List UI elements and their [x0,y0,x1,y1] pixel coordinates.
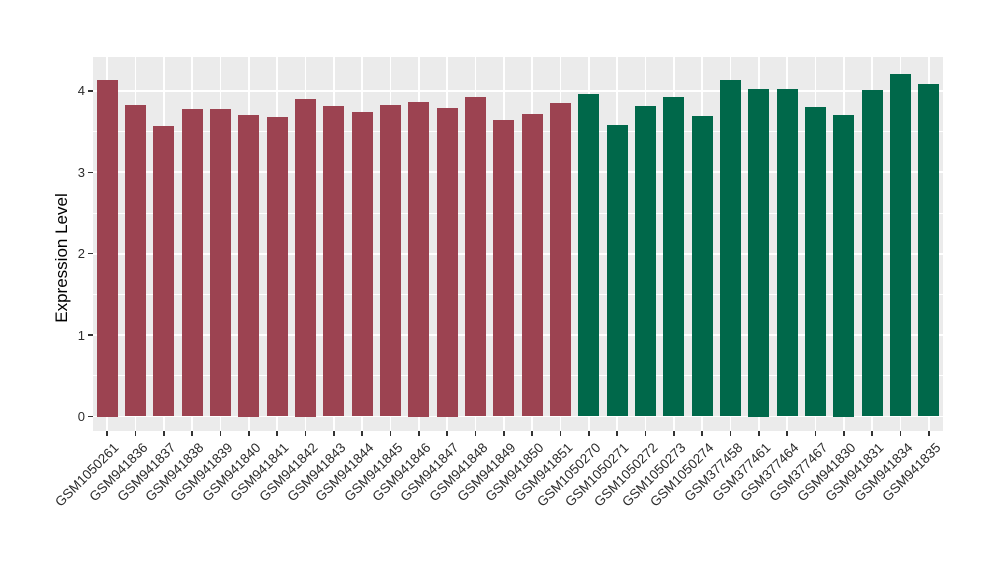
x-tick-mark [304,431,307,436]
bar-GSM1050274 [691,116,713,417]
y-tick-label: 0 [77,409,85,424]
x-tick-mark [474,431,477,436]
x-tick-mark [843,431,845,436]
bar-GSM941848 [465,97,486,417]
h-gridline-minor [93,212,943,214]
bar-GSM941839 [210,108,231,417]
bar-GSM941838 [181,108,203,417]
h-gridline-major [93,415,943,418]
bar-GSM1050271 [606,125,628,417]
bar-GSM1050270 [578,94,600,417]
bar-GSM377458 [720,80,741,417]
x-tick-mark [758,431,760,436]
h-gridline-minor [93,293,943,295]
x-tick-mark [276,431,278,436]
bar-GSM377467 [805,107,826,417]
x-tick-mark [248,431,250,436]
bar-GSM941845 [380,104,401,417]
y-tick-label: 3 [77,164,85,180]
plot-panel [93,57,943,431]
x-tick-mark [503,431,505,436]
x-tick-mark [106,431,108,436]
bar-GSM941850 [521,113,543,417]
y-tick-label: 4 [77,83,85,99]
x-tick-mark [899,431,902,436]
bar-GSM941843 [323,106,345,417]
x-tick-mark [786,431,788,436]
x-tick-mark [418,431,420,436]
x-tick-mark [701,431,703,436]
bar-GSM941834 [890,73,911,417]
x-tick-mark [134,431,137,436]
x-tick-mark [333,431,335,436]
bar-GSM377464 [776,89,798,417]
bar-GSM941844 [351,112,373,417]
x-tick-mark [389,431,392,436]
y-tick-mark [88,90,93,92]
bar-GSM1050273 [663,97,685,417]
h-gridline-major [93,334,943,336]
y-tick-mark [88,171,93,173]
x-tick-mark [446,431,448,436]
x-tick-mark [361,431,363,436]
y-tick-mark [88,334,93,336]
bar-GSM377461 [748,88,770,417]
x-tick-mark [531,431,533,436]
bar-GSM941836 [125,104,146,417]
bar-GSM941837 [153,125,175,417]
x-tick-mark [559,431,562,436]
bar-GSM941840 [238,114,260,417]
x-tick-mark [928,431,930,436]
x-tick-mark [191,431,193,436]
h-gridline-minor [93,375,943,377]
x-tick-mark [616,431,618,436]
h-gridline-major [93,90,943,92]
x-tick-mark [673,431,675,436]
bar-GSM941841 [266,116,288,417]
bar-GSM941835 [918,83,940,417]
y-tick-label: 1 [77,327,85,343]
h-gridline-major [93,171,943,174]
x-tick-mark [163,431,165,436]
bar-GSM941842 [295,99,316,417]
y-tick-mark [88,415,93,418]
x-tick-mark [729,431,732,436]
y-tick-mark [88,252,93,255]
x-tick-mark [219,431,222,436]
x-tick-mark [814,431,817,436]
bar-GSM941851 [550,103,571,417]
y-tick-label: 2 [77,246,85,262]
bar-GSM941830 [833,114,855,417]
bar-GSM941846 [408,101,430,417]
bar-GSM941831 [861,90,883,417]
h-gridline-major [93,252,943,255]
x-tick-mark [644,431,647,436]
bar-GSM1050272 [635,105,656,417]
h-gridline-minor [93,131,943,132]
x-tick-mark [871,431,873,436]
x-tick-mark [588,431,590,436]
bar-GSM1050261 [96,79,118,417]
bar-GSM941847 [436,108,458,417]
bar-GSM941849 [493,120,515,417]
